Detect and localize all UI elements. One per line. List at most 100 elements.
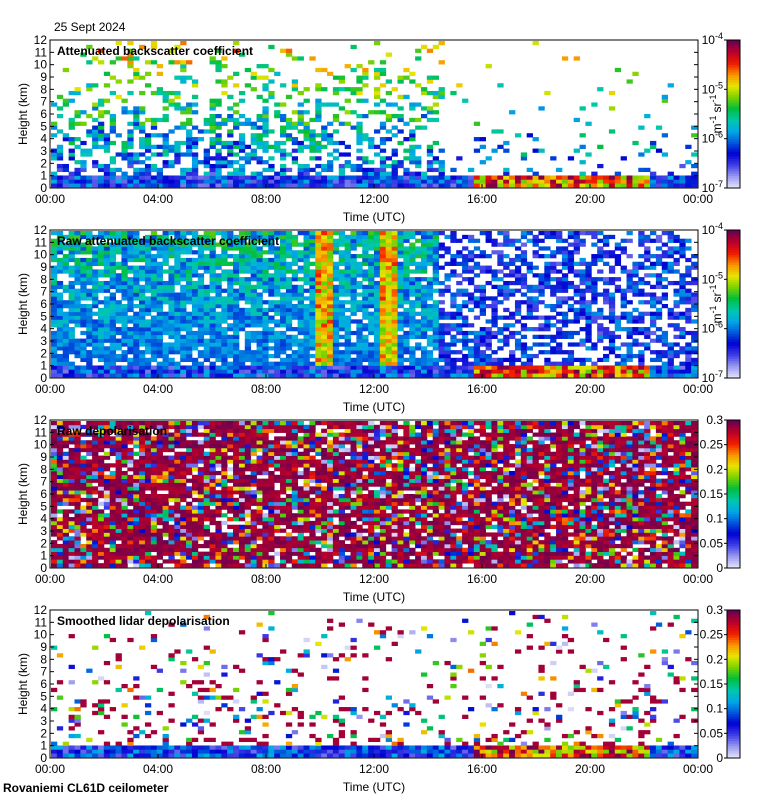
heatmap-cell — [74, 474, 81, 480]
heatmap-cell — [409, 323, 416, 328]
heatmap-cell — [597, 238, 604, 243]
heatmap-cell — [567, 242, 575, 247]
heatmap-cell — [650, 175, 657, 180]
heatmap-cell — [603, 346, 610, 351]
heatmap-cell — [221, 319, 228, 324]
heatmap-cell — [573, 238, 580, 243]
heatmap-cell — [297, 304, 304, 309]
heatmap-cell — [579, 133, 586, 138]
heatmap-cell — [514, 330, 522, 336]
heatmap-cell — [444, 369, 451, 374]
heatmap-cell — [315, 246, 322, 251]
heatmap-cell — [485, 369, 492, 374]
heatmap-cell — [62, 428, 70, 433]
heatmap-cell — [403, 75, 410, 80]
heatmap-cell — [420, 300, 428, 305]
heatmap-cell — [250, 311, 257, 316]
heatmap-cell — [285, 179, 293, 184]
heatmap-cell — [97, 319, 105, 324]
heatmap-cell — [679, 277, 686, 282]
heatmap-cell — [191, 357, 199, 363]
heatmap-cell — [350, 330, 357, 336]
heatmap-cell — [385, 342, 393, 347]
heatmap-cell — [215, 114, 222, 119]
heatmap-cell — [56, 238, 64, 243]
heatmap-cell — [332, 117, 340, 123]
heatmap-cell — [115, 273, 122, 278]
heatmap-cell — [86, 234, 93, 240]
heatmap-cell — [456, 311, 463, 316]
heatmap-cell — [227, 346, 234, 351]
heatmap-cell — [203, 231, 210, 236]
heatmap-cell — [438, 175, 445, 180]
heatmap-cell — [156, 288, 163, 293]
heatmap-cell — [532, 307, 539, 313]
heatmap-cell — [473, 357, 481, 363]
colorbar-segment — [727, 133, 740, 137]
heatmap-cell — [420, 175, 428, 180]
heatmap-cell — [238, 254, 246, 259]
heatmap-cell — [291, 261, 299, 266]
heatmap-cell — [191, 171, 199, 176]
heatmap-cell — [74, 296, 81, 301]
heatmap-cell — [215, 148, 222, 153]
heatmap-cell — [227, 261, 234, 266]
heatmap-cell — [291, 307, 299, 313]
heatmap-cell — [80, 357, 87, 363]
heatmap-cell — [62, 463, 70, 468]
heatmap-cell — [456, 156, 463, 161]
heatmap-cell — [415, 83, 422, 88]
heatmap-cell — [673, 334, 680, 339]
heatmap-cell — [327, 179, 334, 184]
heatmap-cell — [297, 373, 304, 378]
heatmap-cell — [180, 231, 187, 236]
heatmap-cell — [168, 330, 175, 336]
heatmap-cell — [233, 242, 240, 247]
heatmap-cell — [303, 234, 310, 240]
heatmap-cell — [250, 148, 257, 153]
heatmap-cell — [497, 277, 504, 282]
heatmap-cell — [227, 304, 234, 309]
heatmap-cell — [620, 156, 627, 161]
heatmap-cell — [297, 319, 304, 324]
heatmap-cell — [485, 64, 492, 69]
heatmap-cell — [56, 114, 64, 119]
heatmap-cell — [591, 369, 598, 374]
heatmap-cell — [256, 304, 263, 309]
heatmap-cell — [127, 56, 134, 61]
heatmap-cell — [80, 365, 87, 370]
heatmap-cell — [92, 520, 99, 526]
heatmap-cell — [438, 365, 445, 370]
heatmap-cell — [162, 357, 169, 363]
heatmap-cell — [350, 284, 357, 290]
heatmap-cell — [503, 273, 510, 278]
heatmap-cell — [614, 261, 622, 266]
heatmap-cell — [514, 277, 522, 282]
heatmap-cell — [285, 315, 293, 320]
heatmap-cell — [673, 369, 680, 374]
heatmap-cell — [391, 179, 398, 184]
heatmap-cell — [415, 250, 422, 255]
heatmap-cell — [620, 296, 627, 301]
heatmap-cell — [473, 350, 481, 355]
heatmap-cell — [51, 246, 58, 251]
heatmap-cell — [608, 319, 616, 324]
heatmap-cell — [479, 307, 486, 313]
heatmap-cell — [632, 315, 639, 320]
heatmap-cell — [556, 280, 563, 286]
heatmap-cell — [608, 265, 616, 270]
heatmap-cell — [550, 315, 557, 320]
heatmap-cell — [133, 179, 140, 184]
heatmap-cell — [327, 250, 334, 255]
heatmap-cell — [221, 246, 228, 251]
heatmap-cell — [139, 300, 146, 305]
heatmap-cell — [133, 156, 140, 161]
colorbar-unit2-exponent: -1 — [708, 94, 718, 102]
heatmap-cell — [280, 350, 287, 355]
heatmap-cell — [344, 300, 351, 305]
heatmap-cell — [74, 467, 81, 472]
heatmap-cell — [180, 140, 187, 146]
heatmap-cell — [350, 269, 357, 274]
heatmap-cell — [203, 269, 210, 274]
heatmap-cell — [444, 175, 451, 180]
